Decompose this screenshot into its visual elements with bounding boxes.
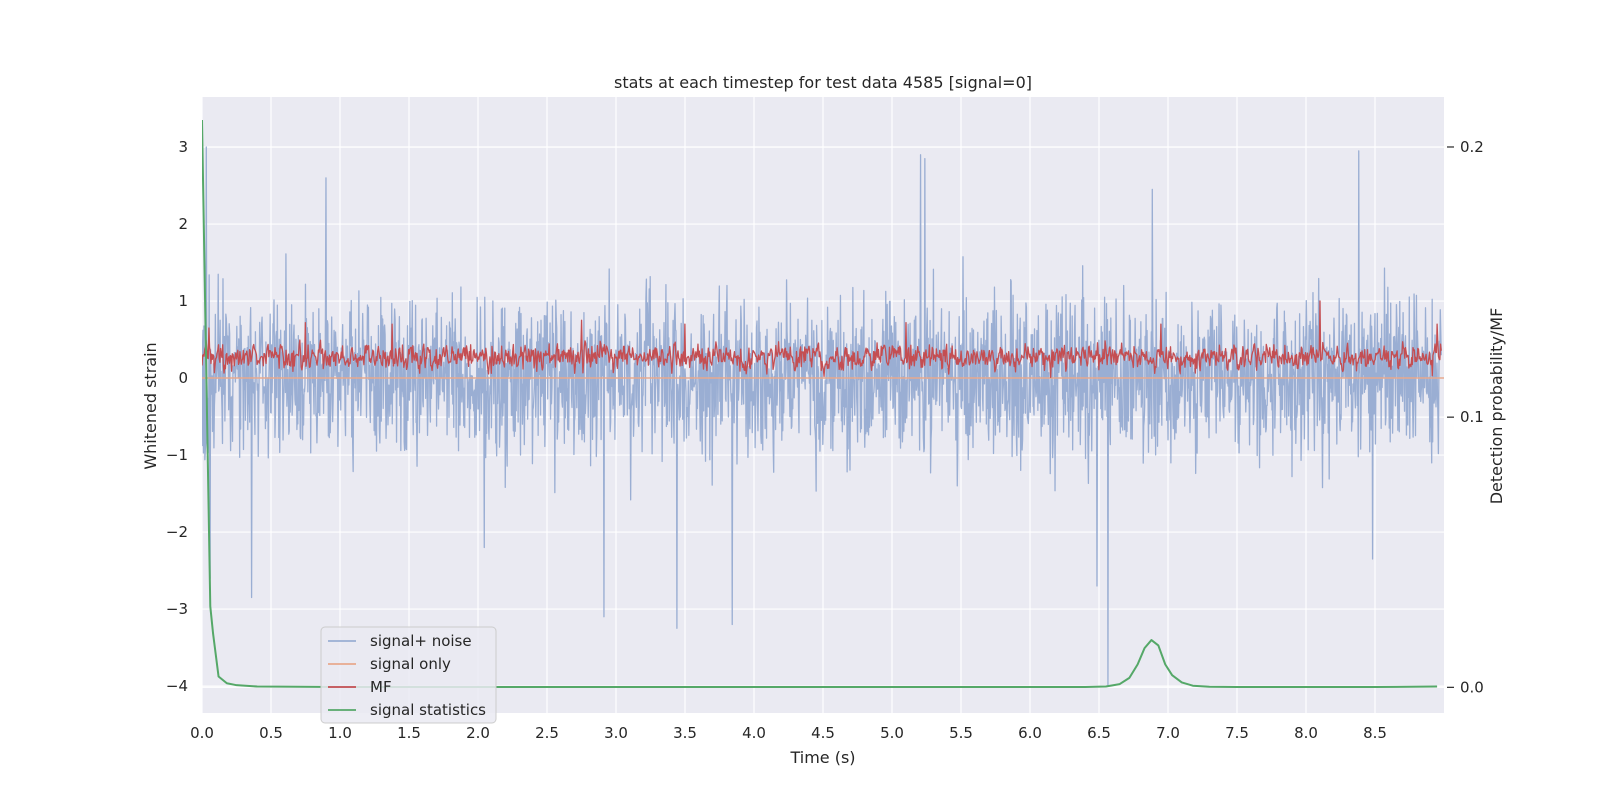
- legend: signal+ noise signal only MF signal statist…: [320, 626, 497, 724]
- x-tick-label: 7.0: [1156, 724, 1180, 742]
- y2-tick-label: 0.1: [1460, 408, 1484, 426]
- y-tick-label: −2: [166, 523, 188, 541]
- x-tick-label: 5.0: [880, 724, 904, 742]
- x-tick-label: 3.5: [673, 724, 697, 742]
- y-tick-label: 0: [178, 369, 188, 387]
- x-tick-label: 7.5: [1225, 724, 1249, 742]
- y-tick-label: 1: [178, 292, 188, 310]
- chart-title: stats at each timestep for test data 458…: [614, 73, 1032, 92]
- legend-label: signal+ noise: [370, 632, 472, 650]
- y-tick-label: −3: [166, 600, 188, 618]
- x-tick-label: 4.5: [811, 724, 835, 742]
- x-tick-label: 3.0: [604, 724, 628, 742]
- y-tick-label: −1: [166, 446, 188, 464]
- x-tick-label: 8.0: [1294, 724, 1318, 742]
- series-mf-line: [202, 300, 1442, 378]
- left-axis: 3 2 1 0 −1 −2 −3 −4: [166, 138, 188, 695]
- legend-box: [320, 626, 497, 724]
- x-tick-label: 5.5: [949, 724, 973, 742]
- legend-label: signal statistics: [370, 701, 486, 719]
- legend-label: MF: [370, 678, 392, 696]
- x-axis-label: Time (s): [789, 748, 855, 767]
- right-axis: 0.2 0.1 0.0: [1447, 138, 1484, 696]
- x-tick-label: 1.0: [328, 724, 352, 742]
- y2-tick-label: 0.0: [1460, 678, 1484, 696]
- y-tick-label: −4: [166, 677, 188, 695]
- x-tick-label: 0.5: [259, 724, 283, 742]
- x-tick-label: 0.0: [190, 724, 214, 742]
- y2-tick-label: 0.2: [1460, 138, 1484, 156]
- x-tick-label: 2.5: [535, 724, 559, 742]
- x-tick-label: 4.0: [742, 724, 766, 742]
- legend-label: signal only: [370, 655, 451, 673]
- y-tick-label: 3: [178, 138, 188, 156]
- x-tick-label: 6.0: [1018, 724, 1042, 742]
- x-axis: 0.0 0.5 1.0 1.5 2.0 2.5 3.0 3.5 4.0 4.5 5.0 5.5 6.0 6…: [190, 724, 1387, 742]
- x-tick-label: 1.5: [397, 724, 421, 742]
- x-tick-label: 6.5: [1087, 724, 1111, 742]
- series-signal-statistics-line: [202, 119, 1438, 689]
- y-axis-label: Whitened strain: [141, 342, 160, 469]
- y-tick-label: 2: [178, 215, 188, 233]
- x-tick-label: 2.0: [466, 724, 490, 742]
- x-tick-label: 8.5: [1363, 724, 1387, 742]
- plot-series: [202, 119, 1444, 689]
- y2-axis-label: Detection probability/MF: [1487, 308, 1506, 505]
